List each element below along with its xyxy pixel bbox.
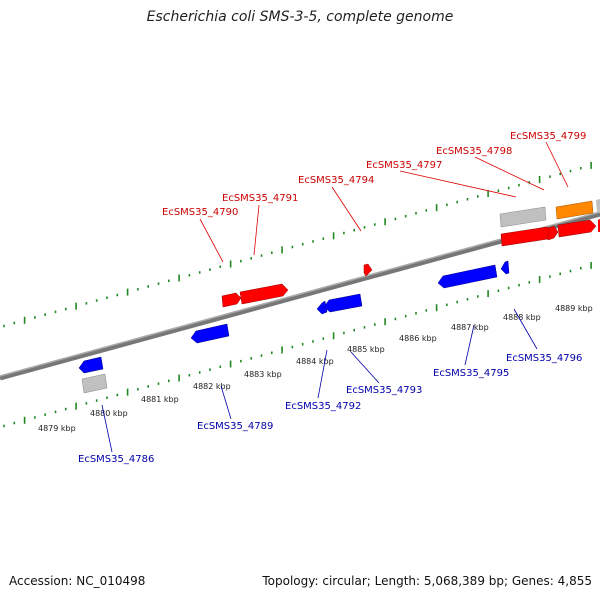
leader-EcSMS35_4786 (101, 404, 113, 453)
leader-EcSMS35_4789 (220, 385, 232, 420)
tick-label-4882: 4882 kbp (193, 382, 231, 391)
gene-arrow-EcSMS35_4791[interactable] (239, 283, 289, 305)
inner-tick-track (3, 261, 592, 428)
gene-label-EcSMS35_4798[interactable]: EcSMS35_4798 (436, 146, 512, 157)
tick-label-4883: 4883 kbp (244, 370, 282, 379)
genome-backbone (0, 211, 600, 381)
gene-label-EcSMS35_4793[interactable]: EcSMS35_4793 (346, 385, 422, 396)
map-title: Escherichia coli SMS-3-5, complete genom… (146, 9, 454, 25)
leader-EcSMS35_4792 (317, 349, 328, 399)
gene-arrow-EcSMS35_4797[interactable] (500, 226, 554, 247)
pseudo-feature-lower[interactable] (81, 373, 108, 394)
gene-arrow-EcSMS35_4798[interactable] (557, 219, 597, 238)
gene-arrow-EcSMS35_4793[interactable] (323, 293, 363, 313)
leader-EcSMS35_4798 (474, 156, 545, 191)
leader-EcSMS35_4791 (253, 204, 260, 256)
gene-arrow-EcSMS35_4799[interactable] (555, 200, 594, 220)
forward-gene-labels: EcSMS35_4790 EcSMS35_4791 EcSMS35_4794 E… (162, 131, 586, 218)
leader-EcSMS35_4790 (199, 218, 224, 263)
gene-arrow-EcSMS35_4796[interactable] (500, 260, 510, 275)
label-leader-lines (101, 141, 569, 453)
gene-arrow-EcSMS35_4786[interactable] (78, 356, 104, 374)
tick-label-4885: 4885 kbp (347, 345, 385, 354)
gene-arrow-EcSMS35_4792[interactable] (316, 300, 328, 315)
pseudo-feature-edge[interactable] (596, 199, 600, 213)
gene-arrow-EcSMS35_4794[interactable] (363, 263, 373, 277)
gene-label-EcSMS35_4797[interactable]: EcSMS35_4797 (366, 160, 442, 171)
genome-backbone-highlight (0, 211, 600, 377)
pseudo-feature-upper[interactable] (499, 206, 547, 228)
tick-labels: 4879 kbp 4880 kbp 4881 kbp 4882 kbp 4883… (38, 304, 593, 433)
gene-arrow-EcSMS35_4798b[interactable] (547, 225, 559, 241)
tick-label-4881: 4881 kbp (141, 395, 179, 404)
tick-label-4889: 4889 kbp (555, 304, 593, 313)
gene-label-EcSMS35_4795[interactable]: EcSMS35_4795 (433, 368, 509, 379)
gene-label-EcSMS35_4789[interactable]: EcSMS35_4789 (197, 421, 273, 432)
outer-tick-track (3, 161, 592, 328)
forward-strand-features (221, 199, 600, 308)
tick-label-4884: 4884 kbp (296, 357, 334, 366)
gene-label-EcSMS35_4790[interactable]: EcSMS35_4790 (162, 207, 238, 218)
gene-arrow-EcSMS35_4790[interactable] (221, 292, 242, 308)
leader-EcSMS35_4799 (545, 141, 569, 188)
leader-EcSMS35_4797 (399, 170, 517, 198)
tick-label-4888: 4888 kbp (503, 313, 541, 322)
leader-EcSMS35_4796 (513, 308, 538, 350)
gene-label-EcSMS35_4799[interactable]: EcSMS35_4799 (510, 131, 586, 142)
gene-label-EcSMS35_4796[interactable]: EcSMS35_4796 (506, 353, 582, 364)
tick-label-4880: 4880 kbp (90, 409, 128, 418)
gene-label-EcSMS35_4792[interactable]: EcSMS35_4792 (285, 401, 361, 412)
leader-EcSMS35_4793 (350, 351, 380, 384)
topology-text: Topology: circular; Length: 5,068,389 bp… (262, 574, 592, 588)
reverse-strand-features (78, 260, 510, 394)
tick-label-4887: 4887 kbp (451, 323, 489, 332)
gene-label-EcSMS35_4791[interactable]: EcSMS35_4791 (222, 193, 298, 204)
leader-EcSMS35_4794 (331, 186, 362, 232)
gene-label-EcSMS35_4794[interactable]: EcSMS35_4794 (298, 175, 374, 186)
gene-label-EcSMS35_4786[interactable]: EcSMS35_4786 (78, 454, 154, 465)
gene-arrow-EcSMS35_4789[interactable] (190, 323, 230, 344)
reverse-gene-labels: EcSMS35_4786 EcSMS35_4789 EcSMS35_4792 E… (78, 353, 582, 465)
leader-EcSMS35_4795 (464, 324, 475, 366)
gene-arrow-EcSMS35_4795[interactable] (437, 264, 498, 289)
tick-label-4886: 4886 kbp (399, 334, 437, 343)
accession-text: Accession: NC_010498 (9, 574, 146, 588)
tick-label-4879: 4879 kbp (38, 424, 76, 433)
